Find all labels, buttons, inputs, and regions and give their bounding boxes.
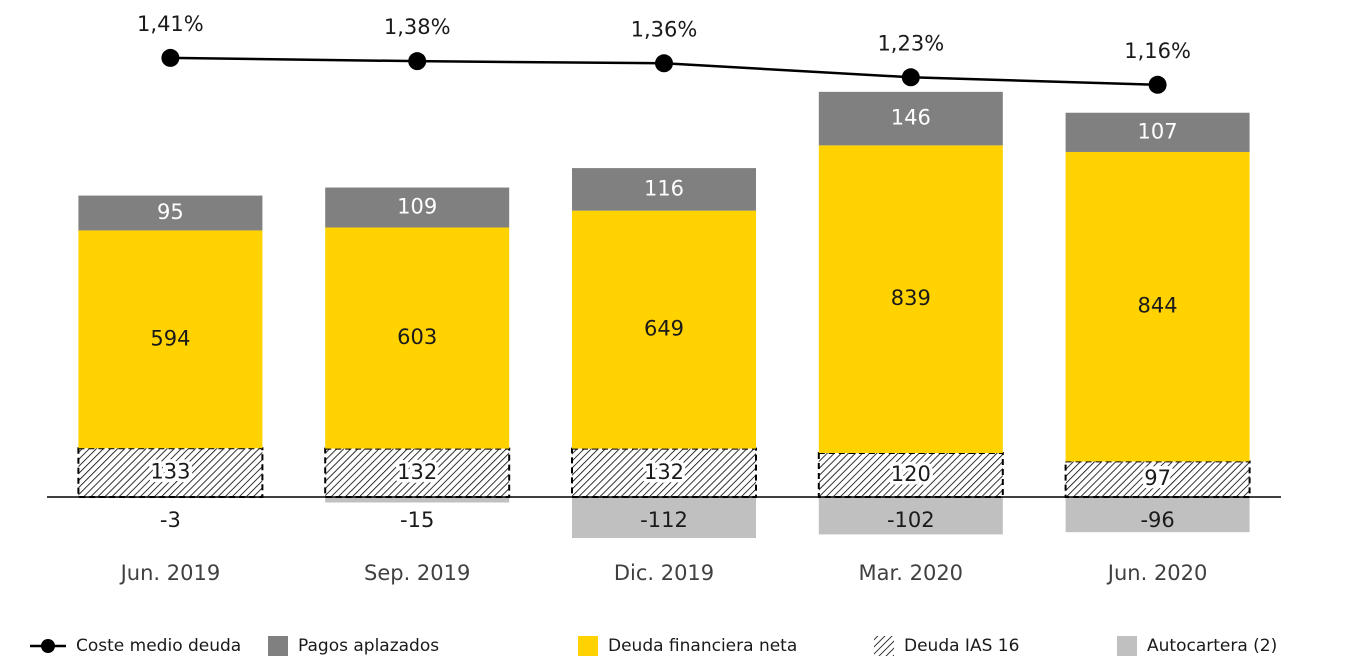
legend-swatch [874,636,894,656]
data-label: -96 [1140,508,1174,532]
bar-segment [1065,497,1250,533]
bar-segment [571,447,757,499]
data-label: 1,23% [877,31,944,55]
legend-label: Autocartera (2) [1147,636,1277,656]
legend-item: Deuda financiera neta [578,636,797,656]
data-label: 603 [397,325,437,349]
data-label: 1,16% [1124,39,1191,63]
data-label: 109 [397,195,437,219]
x-tick-label: Jun. 2020 [1106,561,1208,585]
legend-swatch [578,636,598,656]
x-tick-label: Sep. 2019 [364,561,470,585]
legend-item: Pagos aplazados [268,636,439,656]
bar-segment [818,497,1003,535]
bar-segment [572,168,756,211]
data-label: 132 [644,460,684,484]
line-point [161,48,180,67]
line-point [408,52,427,71]
data-label: 844 [1138,294,1178,318]
legend-swatch [1117,636,1137,656]
labels: -3 133 594 95 -15 132 603 109 -112 132 649 116 -102 1… [147,106,1178,532]
data-label: 132 [397,460,437,484]
data-label: 107 [1138,119,1178,143]
data-label: 649 [644,317,684,341]
data-label: 839 [891,286,931,310]
bar-segment [572,497,756,539]
legend-item: Autocartera (2) [1117,636,1277,656]
x-tick-label: Jun. 2019 [119,561,221,585]
legend-item: Deuda IAS 16 [874,636,1019,656]
bar-segment [325,497,510,503]
data-label: -3 [160,508,181,532]
data-label: 594 [150,326,190,350]
bar-segment [818,91,1003,146]
bars [77,91,1251,539]
data-label: 146 [891,106,931,130]
bar-segment [325,187,510,228]
bar-segment [325,227,510,449]
legend-label: Coste medio deuda [76,636,241,656]
legend-swatch [268,636,288,656]
bar-segment [818,145,1003,453]
data-label: -15 [400,508,434,532]
line-point [655,54,673,73]
line-point [901,68,920,87]
bar-segment [1065,151,1250,462]
bar-segment [324,447,511,499]
bar-segment [1065,112,1250,152]
bar-segment [78,195,263,231]
data-label: 116 [644,176,684,200]
data-label: 1,38% [384,15,451,39]
data-label: 1,41% [137,12,204,36]
legend-label: Deuda financiera neta [608,636,797,656]
legend-marker [41,639,55,653]
bar-segment [1064,460,1251,498]
x-tick-label: Mar. 2020 [859,561,964,585]
data-label: 120 [891,462,931,486]
bar-segment [78,230,263,449]
data-label: 95 [157,200,184,224]
data-label: -112 [640,508,688,532]
data-label: 97 [1144,466,1171,490]
line-point [1148,75,1167,94]
legend-label: Pagos aplazados [298,636,439,656]
bar-segment [572,210,756,449]
legend-label: Deuda IAS 16 [904,636,1019,656]
x-tick-label: Dic. 2019 [614,561,714,585]
data-label: 1,36% [631,17,698,41]
data-label: -102 [887,508,935,532]
data-label: 133 [150,460,190,484]
legend-item: Coste medio deuda [30,636,241,656]
